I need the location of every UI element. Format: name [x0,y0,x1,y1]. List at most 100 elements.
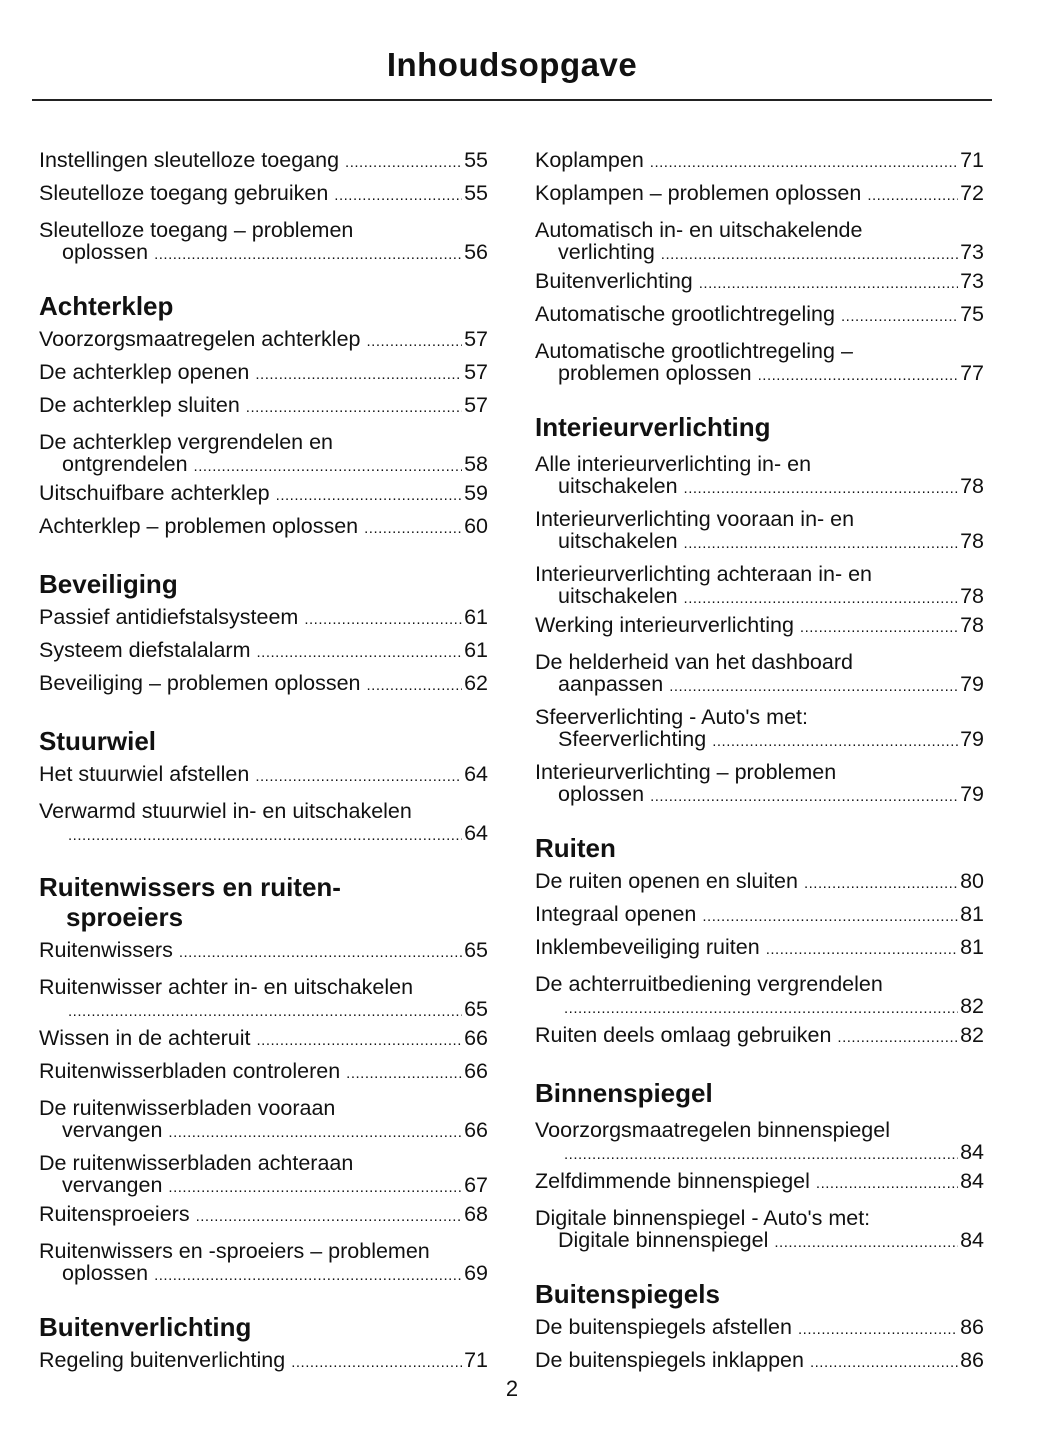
toc-entry-title: Werking interieurverlichting [535,613,794,637]
toc-entry[interactable]: De helderheid van het dashboard aanpasse… [535,643,984,698]
dot-leader [564,1141,958,1166]
toc-entry-title: Regeling buitenverlichting [39,1348,286,1372]
toc-entry[interactable]: Automatische grootlichtregeling 75 [535,299,984,332]
dot-leader [334,178,462,211]
toc-entry-page: 66 [464,1059,488,1083]
toc-entry[interactable]: De achterklep vergrendelen en ontgrendel… [39,423,488,478]
toc-entry-title: De buitenspiegels inklappen [535,1348,804,1372]
dot-leader [837,1020,958,1053]
dot-leader [699,266,958,299]
dot-leader [345,145,462,178]
toc-entry-page: 69 [464,1261,488,1285]
toc-entry[interactable]: De ruitenwisserbladen achteraan vervange… [39,1144,488,1199]
toc-entry[interactable]: Ruitenwissers 65 [39,935,488,968]
toc-entry-title: Voorzorgsmaatregelen binnenspiegel [535,1118,890,1142]
toc-entry-title: De achterklep sluiten [39,393,240,417]
toc-entry[interactable]: Ruiten deels omlaag gebruiken 82 [535,1020,984,1053]
dot-leader [246,390,462,423]
toc-entry[interactable]: Automatisch in- en uitschakelende verlic… [535,211,984,266]
toc-entry[interactable]: De achterruitbediening vergrendelen 82 [535,965,984,1020]
toc-entry[interactable]: Interieurverlichting achteraan in- en ui… [535,555,984,610]
toc-entry-title: Systeem diefstalalarm [39,638,251,662]
toc-entry[interactable]: Inklembeveiliging ruiten 81 [535,932,984,965]
toc-column-right: Koplampen 71 Koplampen – problemen oplos… [535,145,984,1378]
dot-leader [257,1023,463,1056]
toc-entry[interactable]: Sleutelloze toegang gebruiken 55 [39,178,488,211]
section-heading: Buitenspiegels [535,1279,984,1309]
toc-entry-page: 61 [464,638,488,662]
toc-entry[interactable]: Sfeerverlichting - Auto's met: Sfeerverl… [535,698,984,753]
section-heading-text: Binnenspiegel [535,1078,713,1108]
toc-entry[interactable]: Uitschuifbare achterklep 59 [39,478,488,511]
dot-leader [168,1174,462,1199]
toc-entry[interactable]: De buitenspiegels afstellen 86 [535,1312,984,1345]
toc-entry[interactable]: Zelfdimmende binnenspiegel 84 [535,1166,984,1199]
dot-leader [702,899,958,932]
toc-entry-page: 57 [464,393,488,417]
toc-entry[interactable]: Buitenverlichting 73 [535,266,984,299]
toc-entry-title: Integraal openen [535,902,697,926]
toc-entry-title: Ruitensproeiers [39,1202,190,1226]
dot-leader [168,1119,462,1144]
toc-entry-title-continued: Digitale binnenspiegel [558,1228,769,1252]
toc-entry[interactable]: Achterklep – problemen oplossen 60 [39,511,488,544]
toc-entry[interactable]: Ruitenwissers en -sproeiers – problemen … [39,1232,488,1287]
toc-entry-page: 80 [960,869,984,893]
dot-leader [650,145,958,178]
toc-entry[interactable]: Voorzorgsmaatregelen binnenspiegel 84 [535,1111,984,1166]
section-heading-text: Buitenverlichting [39,1312,252,1342]
toc-entry[interactable]: Sleutelloze toegang – problemen oplossen… [39,211,488,266]
section-heading: Ruiten [535,833,984,863]
section-heading-text: Ruitenwissers en ruiten- [39,872,341,902]
toc-entry-page: 64 [464,762,488,786]
dot-leader [68,822,462,847]
dot-leader [684,585,959,610]
toc-entry-page: 84 [960,1140,984,1164]
toc-entry[interactable]: De achterklep openen 57 [39,357,488,390]
toc-entry-title: De achterklep vergrendelen en [39,430,334,454]
toc-entry[interactable]: Ruitensproeiers 68 [39,1199,488,1232]
toc-entry-title: Automatische grootlichtregeling – [535,339,853,363]
toc-entry[interactable]: Koplampen – problemen oplossen 72 [535,178,984,211]
toc-entry-title-continued: oplossen [558,782,645,806]
toc-entry[interactable]: Passief antidiefstalsysteem 61 [39,602,488,635]
toc-entry-title-continued: oplossen [62,1261,149,1285]
toc-entry-page: 79 [960,727,984,751]
toc-entry[interactable]: Systeem diefstalalarm 61 [39,635,488,668]
toc-entry[interactable]: Ruitenwisser achter in- en uitschakelen … [39,968,488,1023]
toc-entry[interactable]: Interieurverlichting vooraan in- en uits… [535,500,984,555]
toc-entry[interactable]: Interieurverlichting – problemen oplosse… [535,753,984,808]
toc-entry[interactable]: Koplampen 71 [535,145,984,178]
toc-entry-page: 77 [960,361,984,385]
toc-entry-title: Interieurverlichting – problemen [535,760,837,784]
toc-entry[interactable]: De achterklep sluiten 57 [39,390,488,423]
toc-entry[interactable]: Digitale binnenspiegel - Auto's met: Dig… [535,1199,984,1254]
toc-entry[interactable]: Alle interieurverlichting in- en uitscha… [535,445,984,500]
toc-entry[interactable]: Regeling buitenverlichting 71 [39,1345,488,1378]
toc-entry[interactable]: Beveiliging – problemen oplossen 62 [39,668,488,701]
toc-entry-title-continued: vervangen [62,1118,163,1142]
dot-leader [194,453,463,478]
toc-entry[interactable]: Wissen in de achteruit 66 [39,1023,488,1056]
toc-entry[interactable]: De ruiten openen en sluiten 80 [535,866,984,899]
toc-entry[interactable]: Voorzorgsmaatregelen achterklep 57 [39,324,488,357]
toc-entry-page: 68 [464,1202,488,1226]
toc-entry-page: 75 [960,302,984,326]
toc-entry[interactable]: Werking interieurverlichting 78 [535,610,984,643]
toc-entry[interactable]: Automatische grootlichtregeling – proble… [535,332,984,387]
dot-leader [684,530,959,555]
toc-entry[interactable]: Integraal openen 81 [535,899,984,932]
toc-entry[interactable]: De ruitenwisserbladen vooraan vervangen … [39,1089,488,1144]
toc-entry[interactable]: De buitenspiegels inklappen 86 [535,1345,984,1378]
dot-leader [154,241,462,266]
toc-entry[interactable]: Instellingen sleutelloze toegang 55 [39,145,488,178]
page-title: Inhoudsopgave [386,46,638,83]
toc-entry[interactable]: Het stuurwiel afstellen 64 [39,759,488,792]
toc-entry[interactable]: Verwarmd stuurwiel in- en uitschakelen 6… [39,792,488,847]
toc-entry-page: 66 [464,1118,488,1142]
dot-leader [346,1056,462,1089]
section-heading-text: sproeiers [66,902,184,932]
toc-entry[interactable]: Ruitenwisserbladen controleren 66 [39,1056,488,1089]
toc-entry-page: 58 [464,452,488,476]
toc-entry-title: De ruitenwisserbladen vooraan [39,1096,336,1120]
